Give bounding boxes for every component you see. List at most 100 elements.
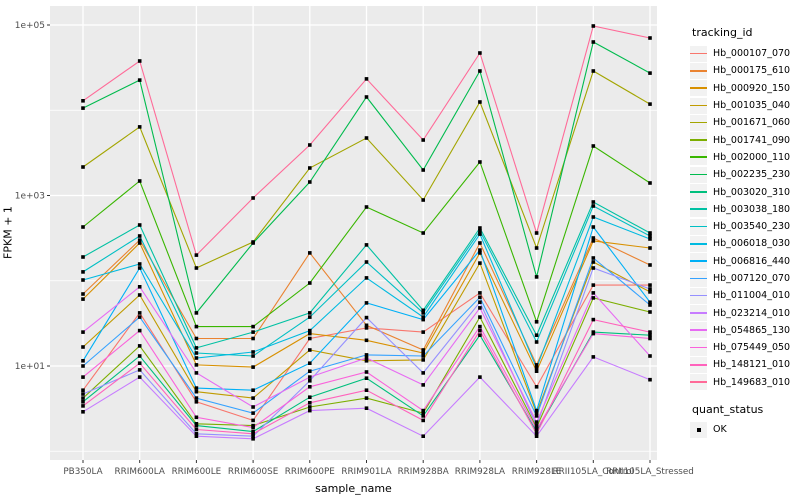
data-point [421,168,425,172]
data-point [648,336,652,341]
data-point [421,311,425,315]
data-point [308,166,312,170]
data-point [534,432,539,436]
data-point [81,359,85,363]
y-tick-label: 1e+05 [15,21,45,31]
legend-item: Hb_023214_010 [690,304,800,322]
filled-square-icon [696,427,701,432]
data-point [251,330,255,334]
legend-key [690,322,707,339]
data-point [648,330,652,334]
legend-key [690,235,707,252]
legend-key-line [690,139,707,141]
legend-item-label: Hb_007120_070 [713,273,791,284]
data-point [194,266,199,270]
data-point [194,336,199,341]
data-point [364,396,369,400]
x-tick-label: RRIM600LA [115,467,165,477]
data-point [478,295,482,300]
data-point [137,125,142,129]
data-point [534,411,539,415]
legend-key [690,339,707,356]
data-point [648,354,652,358]
legend-key-line [690,346,707,349]
data-point [591,144,596,148]
legend-item: Hb_003038_180 [690,201,800,218]
legend-key [690,201,707,218]
data-point [81,278,85,282]
data-point [648,377,652,382]
data-point [364,388,369,392]
legend-key [690,149,707,166]
legend-key [690,97,707,114]
data-point [364,315,369,320]
data-point [534,275,539,279]
data-point [308,369,312,373]
data-point [251,423,255,428]
legend-item: Hb_000175_610 [690,62,800,79]
data-point [648,263,652,267]
legend-item-label: Hb_000107_070 [713,48,791,60]
data-point [534,385,539,389]
data-point [421,414,425,418]
x-tick-label: PB350LA [63,467,102,477]
data-point [308,401,312,405]
legend-key-line [690,242,707,245]
data-point [421,434,425,438]
data-point [534,429,539,434]
data-point [648,231,652,235]
data-point [194,351,199,355]
data-point [251,418,255,423]
data-point [194,423,199,428]
data-point [308,143,312,147]
data-point [478,324,482,329]
legend-key-line [690,121,707,124]
data-point [81,330,85,334]
data-point [364,376,369,380]
y-tick-label: 1e+01 [15,362,45,372]
legend-item: Hb_007120_070 [690,270,800,287]
legend-item: Hb_075449_050 [690,339,800,356]
data-point [364,276,369,280]
data-point [81,297,85,301]
legend-key-line [690,329,707,331]
legend-key [690,45,707,62]
legend-item-label: Hb_023214_010 [713,307,791,319]
data-point [364,260,369,264]
data-point [421,348,425,352]
data-point [591,283,596,287]
data-point [364,359,369,363]
data-point [308,405,312,409]
data-point [534,246,539,250]
x-tick-label: RRIM901LA [341,467,391,477]
data-point [478,69,482,73]
data-point [308,180,312,184]
x-tick-label: RRIM600LE [172,467,222,477]
data-point [591,291,596,295]
data-point [478,100,482,104]
legend-item: Hb_148121_010 [690,356,800,373]
data-point [137,262,142,266]
data-point [478,333,482,337]
data-point [137,361,142,365]
x-tick-label: RRIM928LA [455,467,505,477]
legend-item: Hb_000107_070 [690,45,800,62]
data-point [364,243,369,247]
data-point [81,410,85,414]
legend-item-label: Hb_006018_030 [713,238,791,250]
data-point [81,106,85,110]
data-point [251,336,255,341]
data-point [308,336,312,341]
data-point [251,411,255,415]
data-point [194,324,199,329]
data-point [194,415,199,420]
data-point [421,383,425,387]
legend-item-label: Hb_000175_610 [713,65,791,77]
data-point [251,429,255,434]
legend-item-label: Hb_003038_180 [713,203,791,215]
data-point [251,437,255,441]
data-point [81,392,85,396]
data-point [648,102,652,106]
y-tick-label: 1e+03 [15,192,45,202]
